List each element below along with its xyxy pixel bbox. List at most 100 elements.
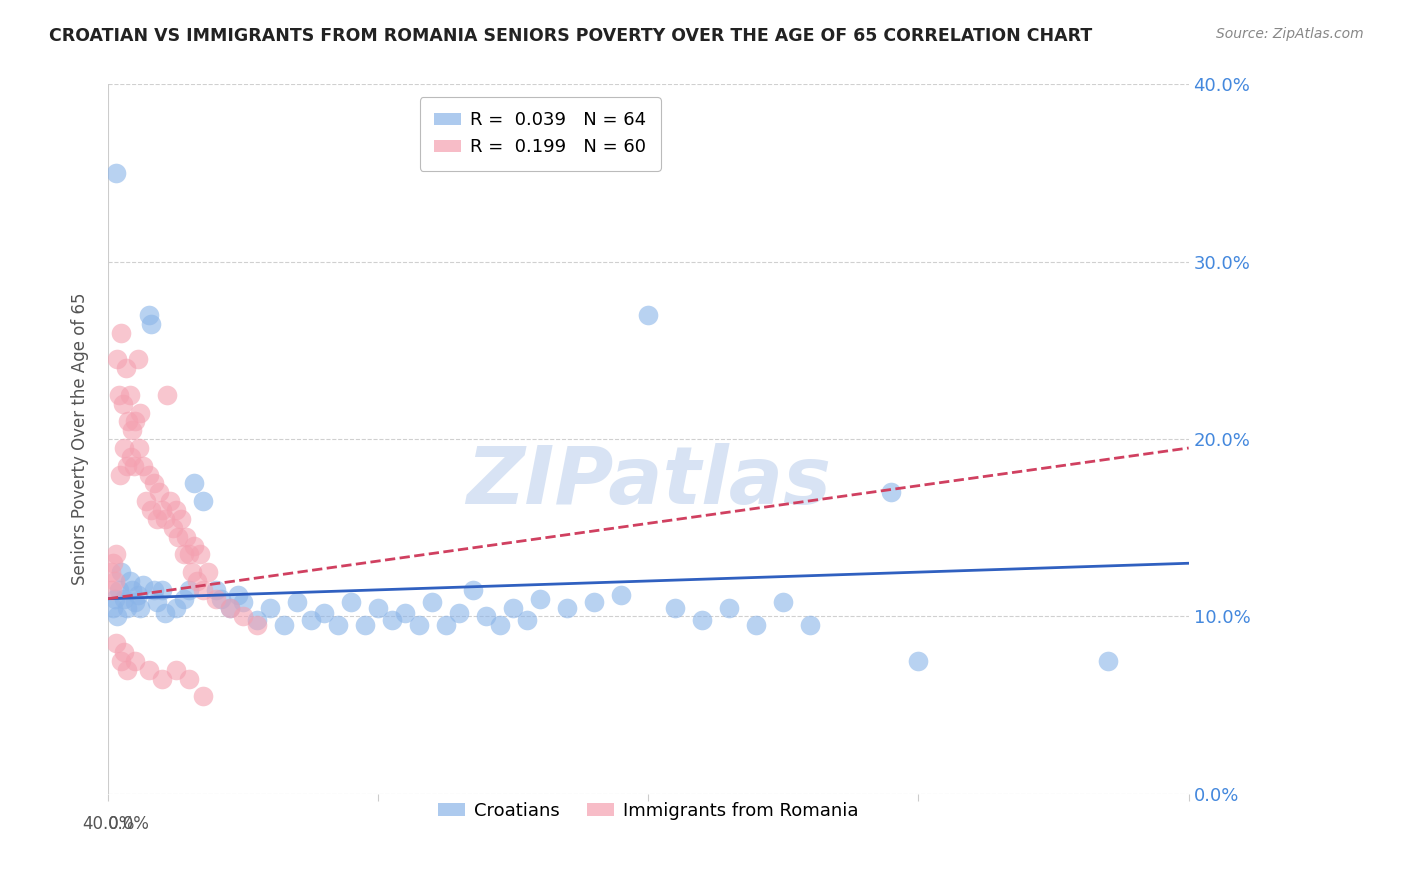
Point xyxy=(142,582,165,597)
Point xyxy=(138,663,160,677)
Text: 40.0%: 40.0% xyxy=(83,815,135,833)
Point xyxy=(100,565,122,579)
Point xyxy=(516,613,538,627)
Point xyxy=(183,476,205,491)
Point xyxy=(124,654,146,668)
Point xyxy=(127,588,149,602)
Point xyxy=(180,565,202,579)
Point xyxy=(121,582,143,597)
Point xyxy=(502,600,524,615)
Point xyxy=(664,600,686,615)
Point xyxy=(150,503,173,517)
Point xyxy=(104,574,127,588)
Point xyxy=(170,512,193,526)
Point xyxy=(150,582,173,597)
Point xyxy=(637,308,659,322)
Point xyxy=(122,458,145,473)
Point xyxy=(145,512,167,526)
Point xyxy=(138,308,160,322)
Point xyxy=(112,645,135,659)
Point xyxy=(107,609,129,624)
Point xyxy=(153,606,176,620)
Point xyxy=(1097,654,1119,668)
Point xyxy=(449,606,471,620)
Point xyxy=(245,618,267,632)
Point xyxy=(124,595,146,609)
Point xyxy=(420,595,443,609)
Point xyxy=(299,613,322,627)
Point xyxy=(205,591,228,606)
Y-axis label: Seniors Poverty Over the Age of 65: Seniors Poverty Over the Age of 65 xyxy=(72,293,89,585)
Point xyxy=(153,512,176,526)
Point xyxy=(555,600,578,615)
Point xyxy=(124,414,146,428)
Point xyxy=(112,441,135,455)
Point xyxy=(129,405,152,419)
Point xyxy=(114,361,136,376)
Point xyxy=(112,591,135,606)
Point xyxy=(745,618,768,632)
Point xyxy=(177,582,200,597)
Point xyxy=(142,476,165,491)
Point xyxy=(103,556,125,570)
Point xyxy=(285,595,308,609)
Point xyxy=(353,618,375,632)
Point xyxy=(488,618,510,632)
Legend: Croatians, Immigrants from Romania: Croatians, Immigrants from Romania xyxy=(430,795,866,827)
Point xyxy=(107,388,129,402)
Point xyxy=(218,600,240,615)
Point xyxy=(156,388,179,402)
Point xyxy=(135,494,157,508)
Point xyxy=(232,609,254,624)
Point xyxy=(105,548,128,562)
Point xyxy=(340,595,363,609)
Point xyxy=(165,663,187,677)
Point xyxy=(188,548,211,562)
Point xyxy=(104,591,127,606)
Point xyxy=(159,494,181,508)
Point xyxy=(232,595,254,609)
Point xyxy=(118,388,141,402)
Point xyxy=(408,618,430,632)
Point xyxy=(111,397,134,411)
Text: Source: ZipAtlas.com: Source: ZipAtlas.com xyxy=(1216,27,1364,41)
Point xyxy=(103,600,125,615)
Point xyxy=(191,582,214,597)
Point xyxy=(138,467,160,482)
Point xyxy=(107,352,129,367)
Point xyxy=(205,582,228,597)
Point xyxy=(165,503,187,517)
Point xyxy=(381,613,404,627)
Point xyxy=(148,485,170,500)
Point xyxy=(120,450,142,464)
Point xyxy=(110,326,132,340)
Point xyxy=(177,672,200,686)
Point xyxy=(367,600,389,615)
Point xyxy=(434,618,457,632)
Text: ZIPatlas: ZIPatlas xyxy=(465,442,831,521)
Point xyxy=(127,352,149,367)
Point xyxy=(326,618,349,632)
Point xyxy=(880,485,903,500)
Point xyxy=(197,565,219,579)
Point xyxy=(110,565,132,579)
Point xyxy=(692,613,714,627)
Point xyxy=(183,539,205,553)
Point xyxy=(799,618,821,632)
Point xyxy=(176,530,198,544)
Point xyxy=(245,613,267,627)
Point xyxy=(115,600,138,615)
Point xyxy=(150,672,173,686)
Point xyxy=(461,582,484,597)
Point xyxy=(173,591,195,606)
Point xyxy=(177,548,200,562)
Point xyxy=(115,663,138,677)
Point xyxy=(259,600,281,615)
Point xyxy=(128,441,150,455)
Point xyxy=(132,577,155,591)
Point xyxy=(772,595,794,609)
Point xyxy=(107,582,129,597)
Point xyxy=(101,582,124,597)
Point xyxy=(314,606,336,620)
Point xyxy=(105,636,128,650)
